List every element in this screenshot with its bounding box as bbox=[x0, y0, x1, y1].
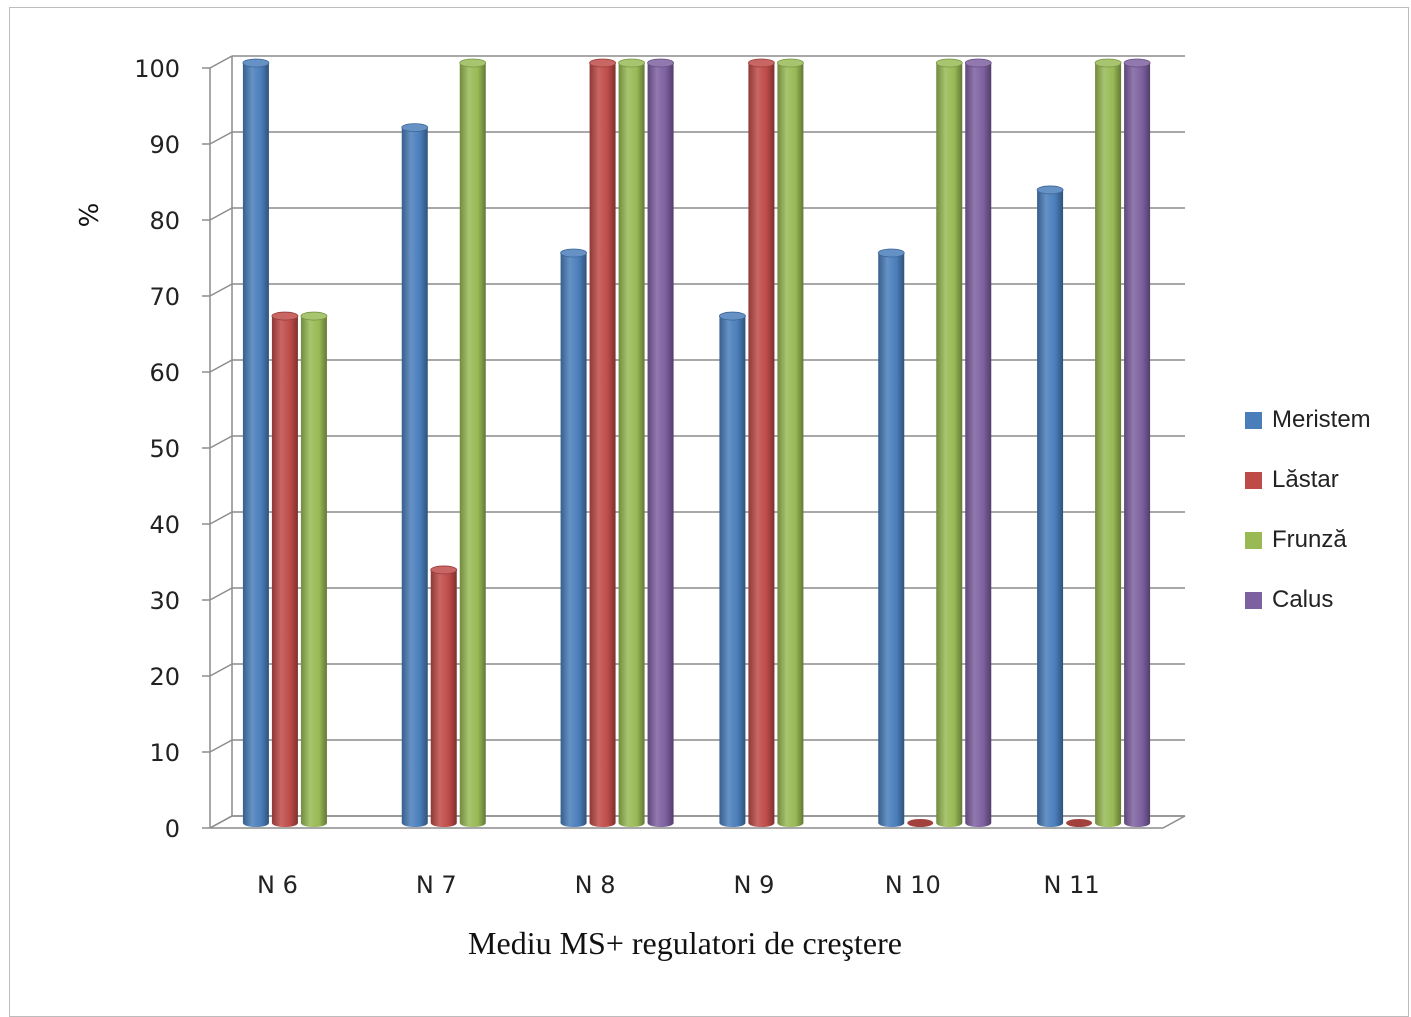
x-axis-title: Mediu MS+ regulatori de creştere bbox=[468, 925, 902, 961]
gridline-side bbox=[209, 587, 233, 601]
legend-label-meristem: Meristem bbox=[1272, 406, 1371, 433]
legend-swatch-frunza bbox=[1245, 531, 1262, 549]
bar-frunză-n9 bbox=[777, 63, 804, 827]
bar-meristem-n7 bbox=[401, 127, 428, 828]
gridline-side bbox=[209, 359, 233, 373]
legend-item-frunza: Frunză bbox=[1245, 525, 1371, 555]
bar-frunză-n9-top bbox=[777, 58, 804, 68]
y-tick-label: 100 bbox=[134, 55, 180, 83]
bar-calus-n8-top bbox=[647, 58, 674, 68]
bar-meristem-n11 bbox=[1037, 189, 1064, 828]
gridline-side bbox=[209, 283, 233, 297]
x-tick-label: N 6 bbox=[257, 871, 298, 899]
bar-lăstar-n10 bbox=[907, 819, 934, 827]
gridline-side bbox=[209, 207, 233, 221]
legend-swatch-lastar bbox=[1245, 471, 1262, 489]
bar-lăstar-n8 bbox=[589, 63, 616, 827]
legend-label-calus: Calus bbox=[1272, 586, 1334, 613]
gridline-side bbox=[209, 435, 233, 449]
bar-calus-n11-top bbox=[1123, 58, 1151, 68]
legend-swatch-meristem bbox=[1245, 411, 1262, 429]
bar-lăstar-n9-top bbox=[748, 58, 775, 68]
bar-frunză-n8 bbox=[618, 63, 645, 827]
bar-meristem-n7-top bbox=[401, 123, 429, 132]
legend-swatch-calus bbox=[1245, 591, 1262, 609]
x-tick-label: N 8 bbox=[575, 871, 616, 899]
x-tick-label: N 9 bbox=[733, 871, 774, 899]
bar-meristem-n6-top bbox=[242, 58, 270, 68]
bar-calus-n8 bbox=[647, 63, 674, 827]
x-tick-label: N 10 bbox=[885, 871, 941, 899]
bar-lăstar-n8-top bbox=[589, 58, 616, 68]
gridline-side bbox=[209, 55, 233, 69]
bar-frunză-n10-top bbox=[935, 58, 963, 68]
y-tick-label: 50 bbox=[149, 435, 180, 463]
bar-calus-n10-top bbox=[964, 58, 992, 68]
gridline-side bbox=[209, 739, 233, 753]
y-tick-label: 70 bbox=[149, 283, 180, 311]
bar-meristem-n10 bbox=[878, 253, 905, 827]
bar-frunză-n7 bbox=[459, 63, 486, 827]
y-tick-label: 0 bbox=[165, 815, 180, 843]
bar-lăstar-n7 bbox=[430, 569, 457, 827]
bar-frunză-n7-top bbox=[459, 58, 487, 68]
y-tick-label: 10 bbox=[149, 739, 180, 767]
legend-item-calus: Calus bbox=[1245, 585, 1371, 615]
y-tick-label: 60 bbox=[149, 359, 180, 387]
bar-frunză-n11 bbox=[1095, 63, 1122, 827]
bar-meristem-n10-top bbox=[877, 248, 905, 258]
x-tick-label: N 11 bbox=[1044, 871, 1100, 899]
y-tick-label: 20 bbox=[149, 663, 180, 691]
y-tick-label: 90 bbox=[149, 131, 180, 159]
bar-meristem-n6 bbox=[242, 63, 269, 827]
bar-meristem-n8 bbox=[560, 253, 587, 827]
bar-calus-n11 bbox=[1124, 63, 1151, 827]
y-tick-label: 30 bbox=[149, 587, 180, 615]
legend-item-meristem: Meristem bbox=[1245, 405, 1371, 435]
gridline-side bbox=[209, 131, 233, 145]
legend-label-frunza: Frunză bbox=[1272, 526, 1347, 553]
bar-frunză-n8-top bbox=[618, 58, 645, 68]
bar-frunză-n11-top bbox=[1094, 58, 1122, 68]
bar-meristem-n8-top bbox=[560, 248, 587, 258]
bar-lăstar-n7-top bbox=[430, 565, 458, 575]
gridline-side bbox=[209, 511, 233, 525]
bar-lăstar-n6-top bbox=[271, 311, 299, 321]
y-tick-label: 80 bbox=[149, 207, 180, 235]
bar-meristem-n11-top bbox=[1036, 185, 1064, 195]
bar-meristem-n9-top bbox=[719, 311, 746, 321]
bar-meristem-n9 bbox=[719, 316, 746, 827]
bar-lăstar-n11 bbox=[1066, 819, 1093, 827]
gridline-side bbox=[209, 663, 233, 677]
bar-lăstar-n9 bbox=[748, 63, 775, 827]
bar-calus-n10 bbox=[965, 63, 992, 827]
bar-frunză-n6 bbox=[300, 316, 327, 827]
legend-label-lastar: Lăstar bbox=[1272, 466, 1339, 493]
x-tick-label: N 7 bbox=[416, 871, 457, 899]
legend-item-lastar: Lăstar bbox=[1245, 465, 1371, 495]
y-tick-label: 40 bbox=[149, 511, 180, 539]
legend: Meristem Lăstar Frunză Calus bbox=[1245, 405, 1371, 645]
bar-frunză-n6-top bbox=[300, 311, 328, 321]
floor bbox=[209, 815, 1186, 829]
bar-frunză-n10 bbox=[936, 63, 963, 827]
y-axis-title: % bbox=[75, 202, 105, 228]
bar-lăstar-n6 bbox=[271, 316, 298, 827]
